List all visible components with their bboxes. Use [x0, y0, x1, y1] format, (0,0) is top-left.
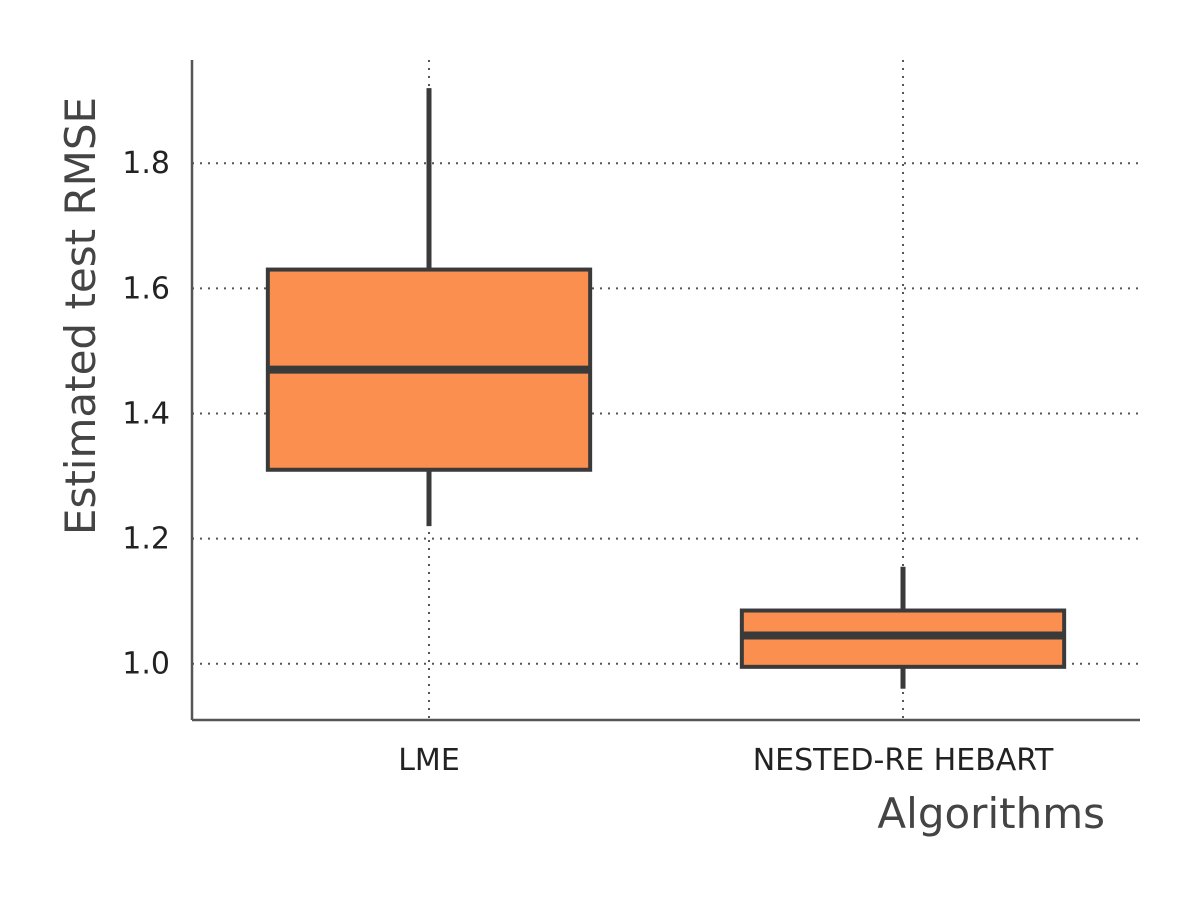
- x-tick-label: LME: [398, 743, 460, 778]
- y-tick-label: 1.8: [122, 146, 170, 181]
- boxes: [265, 88, 1067, 689]
- x-tick-label: NESTED-RE HEBART: [753, 743, 1054, 778]
- grid-lines: [192, 60, 1140, 720]
- x-axis-title: Algorithms: [877, 789, 1105, 838]
- y-tick-label: 1.2: [122, 522, 170, 557]
- axes: [190, 60, 1140, 722]
- tick-labels: 1.0 1.2 1.4 1.6 1.8 LME NESTED-RE HEBART: [122, 146, 1054, 778]
- y-tick-label: 1.4: [122, 396, 170, 431]
- y-axis-title: Estimated test RMSE: [56, 97, 105, 535]
- y-tick-label: 1.6: [122, 271, 170, 306]
- y-tick-label: 1.0: [122, 647, 170, 682]
